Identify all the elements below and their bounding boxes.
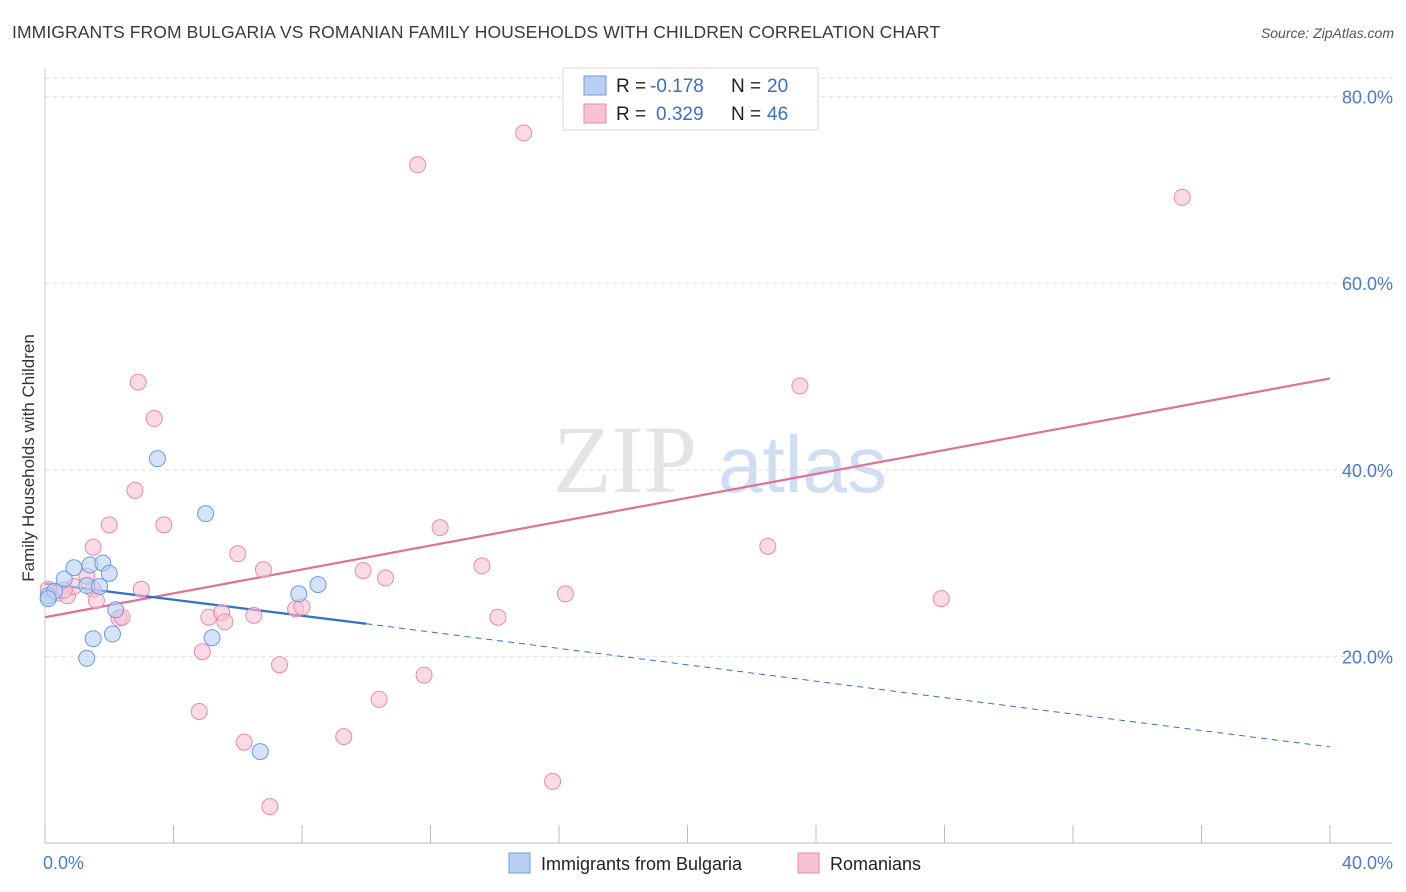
point-romanians [271, 656, 289, 674]
point-bulgaria [148, 450, 166, 468]
point-romanians [87, 591, 105, 609]
point-bulgaria [78, 649, 96, 667]
series-legend: Immigrants from Bulgaria Romanians [508, 852, 921, 874]
point-romanians [1173, 188, 1191, 206]
series-legend-label-bulgaria: Immigrants from Bulgaria [541, 854, 743, 874]
legend-n-label-2: N = [731, 104, 761, 125]
point-romanians [335, 728, 353, 746]
point-romanians [100, 516, 118, 534]
point-bulgaria [100, 564, 118, 582]
trend-line-bulgaria-extension [366, 623, 1331, 748]
point-romanians [515, 124, 533, 142]
point-bulgaria [309, 576, 327, 594]
axes [44, 68, 1392, 844]
point-bulgaria [197, 505, 215, 523]
point-bulgaria [103, 625, 121, 643]
point-romanians [235, 733, 253, 751]
y-tick-label: 60.0% [1342, 274, 1393, 294]
legend-r-value-1: -0.178 [650, 76, 704, 97]
point-romanians [431, 519, 449, 537]
watermark-zip: ZIP [553, 406, 697, 513]
point-romanians [145, 410, 163, 428]
point-romanians [126, 481, 144, 499]
data-points [39, 124, 1191, 816]
point-romanians [132, 580, 150, 598]
point-romanians [544, 772, 562, 790]
y-tick-label: 40.0% [1342, 461, 1393, 481]
point-romanians [377, 569, 395, 587]
point-romanians [415, 666, 433, 684]
point-romanians [245, 606, 263, 624]
point-romanians [932, 590, 950, 608]
point-bulgaria [290, 585, 308, 603]
point-bulgaria [107, 601, 125, 619]
point-romanians [84, 538, 102, 556]
y-tick-label: 80.0% [1342, 88, 1393, 108]
x-tick-label-end: 40.0% [1342, 853, 1393, 873]
point-romanians [261, 798, 279, 816]
point-romanians [155, 516, 173, 534]
point-romanians [216, 613, 234, 631]
chart-title: IMMIGRANTS FROM BULGARIA VS ROMANIAN FAM… [12, 22, 941, 42]
x-tick-label-start: 0.0% [43, 853, 84, 873]
point-romanians [370, 690, 388, 708]
point-bulgaria [251, 743, 269, 761]
y-axis-title: Family Households with Children [19, 334, 38, 582]
gridlines [45, 77, 1392, 657]
point-romanians [229, 545, 247, 563]
point-romanians [254, 561, 272, 579]
point-romanians [791, 377, 809, 395]
legend-swatch-blue [583, 75, 607, 96]
correlation-legend: R = -0.178 N = 20 R = 0.329 N = 46 [562, 67, 819, 131]
point-romanians [354, 562, 372, 580]
point-bulgaria [39, 590, 57, 608]
point-romanians [473, 557, 491, 575]
point-romanians [129, 373, 147, 391]
legend-swatch-pink [583, 103, 607, 124]
point-romanians [759, 537, 777, 555]
point-bulgaria [65, 559, 83, 577]
series-legend-swatch-pink [797, 852, 820, 874]
legend-r-value-2: 0.329 [656, 104, 704, 125]
point-romanians [193, 643, 211, 661]
point-bulgaria [203, 629, 221, 647]
legend-n-value-1: 20 [767, 76, 788, 97]
series-legend-swatch-blue [508, 852, 531, 874]
y-tick-label: 20.0% [1342, 647, 1393, 667]
tick-labels: 20.0% 40.0% 60.0% 80.0% 0.0% 40.0% [43, 88, 1393, 873]
legend-n-value-2: 46 [767, 104, 788, 125]
point-romanians [489, 608, 507, 626]
trend-line-romanians [44, 377, 1331, 619]
point-bulgaria [91, 577, 109, 595]
watermark-atlas: atlas [718, 420, 887, 509]
legend-n-label-1: N = [731, 76, 761, 97]
source-label: Source: ZipAtlas.com [1260, 25, 1394, 41]
legend-r-label-2: R = [616, 104, 646, 125]
point-romanians [409, 156, 427, 174]
series-legend-label-romanians: Romanians [830, 854, 921, 874]
point-romanians [190, 702, 208, 720]
point-romanians [556, 585, 574, 603]
point-bulgaria [84, 630, 102, 648]
point-bulgaria [55, 570, 73, 588]
legend-r-label-1: R = [616, 76, 646, 97]
